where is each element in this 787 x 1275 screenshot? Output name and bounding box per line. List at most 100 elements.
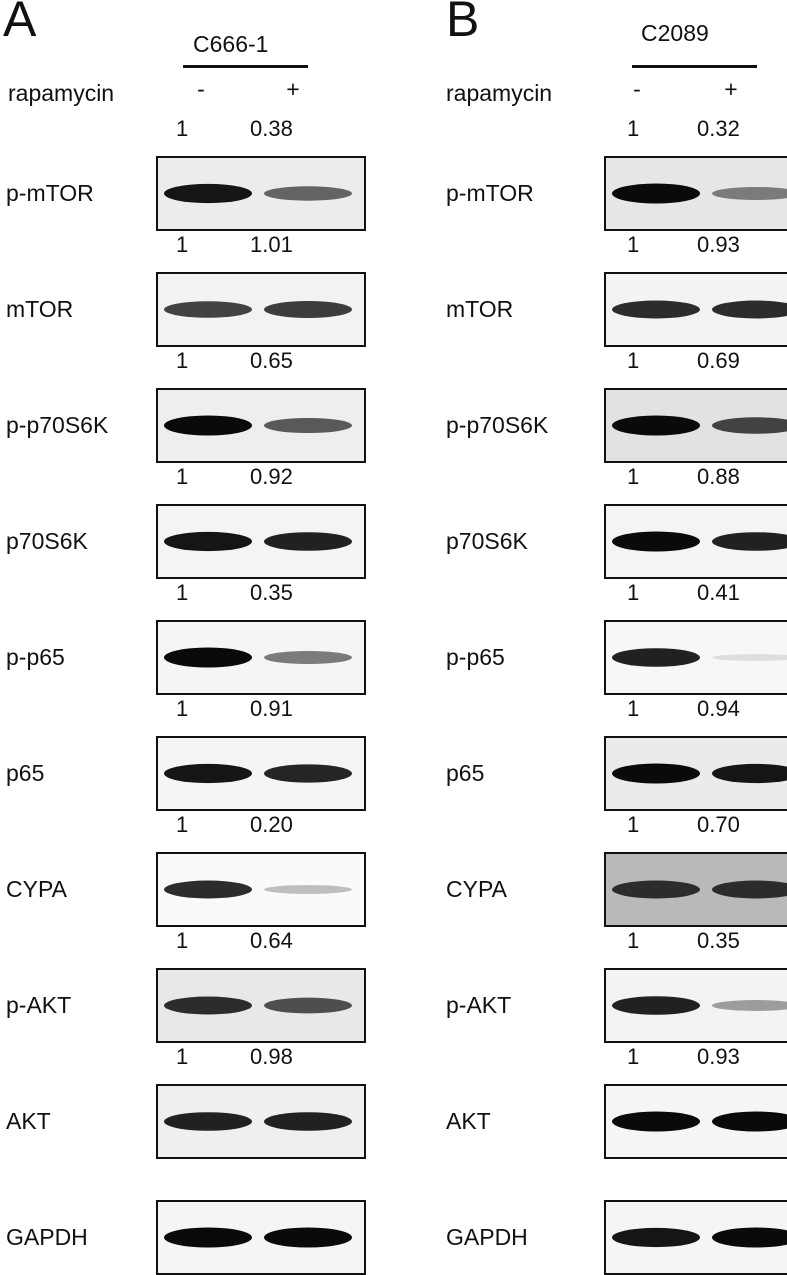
band-rapamycin [712, 417, 787, 434]
band-rapamycin [264, 1227, 352, 1248]
ratio-rapamycin: 0.92 [250, 464, 293, 489]
ratio-control: 1 [176, 928, 189, 953]
ratio-control: 1 [176, 580, 189, 605]
band-control [164, 531, 252, 552]
blot-mtor [604, 272, 787, 347]
blot-p-akt [156, 968, 366, 1043]
band-control [164, 183, 252, 204]
panel-b: B C2089 rapamycin - + 1 0.32 p-mTOR 1 0.93 mT… [392, 0, 787, 1275]
band-control [164, 996, 252, 1015]
panel-letter: A [3, 0, 37, 47]
protein-label: p-AKT [6, 992, 72, 1018]
blot-p-p70s6k [604, 388, 787, 463]
blot-image [158, 622, 364, 693]
ratio-control: 1 [627, 116, 640, 141]
protein-label: CYPA [6, 876, 67, 902]
ratio-rapamycin: 0.93 [697, 1044, 740, 1069]
band-rapamycin [264, 532, 352, 551]
band-rapamycin [264, 651, 352, 664]
ratio-rapamycin: 0.88 [697, 464, 740, 489]
band-control [164, 301, 252, 318]
blot-p-akt [604, 968, 787, 1043]
blot-image [606, 1086, 787, 1157]
ratio-rapamycin: 0.98 [250, 1044, 293, 1069]
blot-cypa [604, 852, 787, 927]
treatment-label: rapamycin [8, 80, 115, 106]
blot-image [606, 506, 787, 577]
band-control [164, 1112, 252, 1131]
blot-image [158, 854, 364, 925]
protein-label: GAPDH [446, 1224, 528, 1250]
band-control [612, 531, 700, 552]
ratio-control: 1 [627, 812, 640, 837]
band-rapamycin [264, 186, 352, 201]
blot-image [606, 738, 787, 809]
ratio-control: 1 [176, 116, 189, 141]
band-control [164, 1227, 252, 1248]
blot-image [606, 854, 787, 925]
protein-label: p-p70S6K [446, 412, 549, 438]
blot-image [158, 506, 364, 577]
panel-letter: B [446, 0, 480, 47]
blot-image [158, 158, 364, 229]
protein-label: p70S6K [446, 528, 528, 554]
band-rapamycin [712, 187, 787, 200]
panel-a: A C666-1 rapamycin - + 1 0.38 p-mTOR 1 1.01 m… [0, 0, 390, 1275]
blot-image [606, 274, 787, 345]
band-control [164, 647, 252, 668]
ratio-rapamycin: 0.38 [250, 116, 293, 141]
protein-label: p-p65 [446, 644, 505, 670]
blot-mtor [156, 272, 366, 347]
blot-p70s6k [156, 504, 366, 579]
band-rapamycin [712, 763, 787, 784]
cell-line-label: C2089 [641, 20, 709, 46]
ratio-control: 1 [627, 928, 640, 953]
blot-image [158, 1086, 364, 1157]
protein-label: p65 [6, 760, 45, 786]
blot-p-mtor [604, 156, 787, 231]
band-rapamycin [712, 1111, 787, 1132]
ratio-rapamycin: 0.69 [697, 348, 740, 373]
blot-gapdh [604, 1200, 787, 1275]
ratio-rapamycin: 0.65 [250, 348, 293, 373]
blot-p70s6k [604, 504, 787, 579]
blot-image [606, 970, 787, 1041]
protein-label: AKT [446, 1108, 491, 1134]
ratio-rapamycin: 0.93 [697, 232, 740, 257]
ratio-control: 1 [176, 696, 189, 721]
blot-p-p70s6k [156, 388, 366, 463]
cell-line-bar [183, 65, 308, 68]
protein-label: p-AKT [446, 992, 512, 1018]
band-control [612, 415, 700, 436]
band-control [612, 1227, 700, 1248]
band-rapamycin [264, 997, 352, 1014]
protein-label: p70S6K [6, 528, 88, 554]
blot-image [606, 622, 787, 693]
ratio-control: 1 [176, 232, 189, 257]
sign-plus: + [286, 76, 300, 102]
band-rapamycin [712, 1000, 787, 1011]
blot-image [158, 390, 364, 461]
band-rapamycin [712, 300, 787, 319]
blot-p-p65 [604, 620, 787, 695]
ratio-control: 1 [627, 1044, 640, 1069]
cell-line-bar [632, 65, 757, 68]
protein-label: p65 [446, 760, 485, 786]
blot-image [158, 1202, 364, 1273]
band-control [612, 183, 700, 204]
band-control [612, 880, 700, 899]
ratio-control: 1 [627, 696, 640, 721]
band-rapamycin [264, 764, 352, 783]
protein-label: p-mTOR [446, 180, 534, 206]
blot-image [606, 1202, 787, 1273]
blot-akt [156, 1084, 366, 1159]
blot-image [158, 738, 364, 809]
ratio-rapamycin: 0.41 [697, 580, 740, 605]
blot-image [158, 970, 364, 1041]
sign-plus: + [724, 76, 738, 102]
blot-p-mtor [156, 156, 366, 231]
band-rapamycin [712, 880, 787, 899]
band-rapamycin [712, 654, 787, 661]
blot-p65 [604, 736, 787, 811]
treatment-label: rapamycin [446, 80, 553, 106]
